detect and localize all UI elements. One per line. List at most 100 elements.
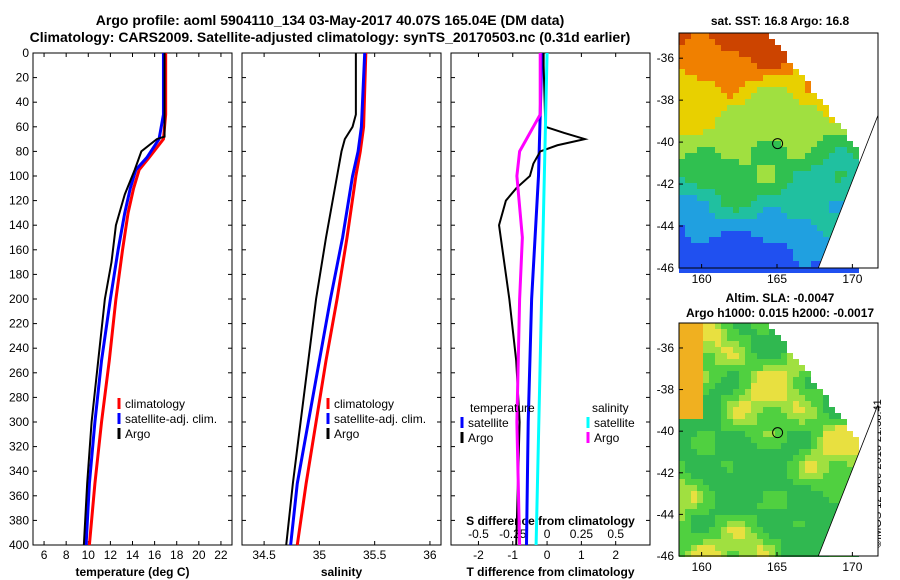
legend-label: climatology bbox=[334, 397, 394, 411]
x-axis-label: temperature (deg C) bbox=[75, 565, 189, 579]
y-tick-label: 300 bbox=[9, 415, 29, 429]
y-tick-label: 400 bbox=[9, 538, 29, 552]
sla-map-frame bbox=[678, 322, 879, 557]
y-tick-label: 200 bbox=[9, 292, 29, 306]
y-tick-label: 0 bbox=[22, 46, 29, 60]
legend-title-salinity: salinity bbox=[592, 401, 629, 415]
y-tick-label: 380 bbox=[9, 513, 29, 527]
sst-x-tick-label: 160 bbox=[692, 272, 712, 286]
sla-y-tick-label: -40 bbox=[657, 424, 675, 438]
sla-y-tick-label: -42 bbox=[657, 466, 675, 480]
series-argo bbox=[82, 53, 166, 546]
x-tick-label: 2 bbox=[612, 548, 619, 562]
series-t-satellite bbox=[524, 52, 544, 546]
y-tick-label: 260 bbox=[9, 366, 29, 380]
sst-y-tick-label: -46 bbox=[657, 261, 675, 275]
legend-label: Argo bbox=[594, 431, 620, 445]
x-tick-label: 35 bbox=[313, 548, 327, 562]
y-tick-label: 280 bbox=[9, 390, 29, 404]
series-s-argo bbox=[515, 53, 542, 546]
s-tick-label: 0.5 bbox=[607, 527, 624, 541]
s-tick-label: -0.25 bbox=[499, 527, 527, 541]
y-tick-label: 180 bbox=[9, 267, 29, 281]
x-tick-label: 8 bbox=[63, 548, 70, 562]
x-tick-label: 22 bbox=[214, 548, 228, 562]
legend-label: Argo bbox=[125, 427, 151, 441]
y-tick-label: 320 bbox=[9, 440, 29, 454]
series-argo bbox=[285, 53, 357, 546]
legend-label: satellite-adj. clim. bbox=[334, 412, 426, 426]
x-tick-label: -2 bbox=[473, 548, 484, 562]
y-tick-label: 360 bbox=[9, 489, 29, 503]
sst-map-frame bbox=[678, 32, 879, 269]
y-tick-label: 240 bbox=[9, 341, 29, 355]
sst-y-tick-label: -36 bbox=[657, 51, 675, 65]
y-tick-label: 140 bbox=[9, 218, 29, 232]
series-satellite-adj--clim- bbox=[289, 52, 367, 546]
legend-label: satellite bbox=[468, 416, 509, 430]
panel-frame-1 bbox=[241, 52, 442, 546]
y-tick-label: 60 bbox=[16, 120, 30, 134]
panel-frame-2 bbox=[450, 52, 651, 546]
s-tick-label: 0 bbox=[544, 527, 551, 541]
sla-y-tick-label: -46 bbox=[657, 549, 675, 563]
x-tick-label: 10 bbox=[82, 548, 96, 562]
legend-label: Argo bbox=[468, 431, 494, 445]
sla-y-tick-label: -36 bbox=[657, 341, 675, 355]
x-axis-label: salinity bbox=[321, 565, 363, 579]
x-tick-label: 16 bbox=[148, 548, 162, 562]
x-tick-label: 18 bbox=[170, 548, 184, 562]
x-tick-label: 6 bbox=[41, 548, 48, 562]
x-tick-label: 14 bbox=[126, 548, 140, 562]
sla-x-tick-label: 160 bbox=[692, 560, 712, 574]
x-tick-label: 20 bbox=[192, 548, 206, 562]
legend-label: climatology bbox=[125, 397, 185, 411]
sst-argo-marker bbox=[772, 138, 784, 150]
s-tick-label: 0.25 bbox=[570, 527, 594, 541]
sst-x-tick-label: 165 bbox=[767, 272, 787, 286]
x-tick-label: -1 bbox=[507, 548, 518, 562]
s-tick-label: -0.5 bbox=[468, 527, 489, 541]
sst-y-tick-label: -38 bbox=[657, 93, 675, 107]
y-tick-label: 100 bbox=[9, 169, 29, 183]
legend-label: Argo bbox=[334, 427, 360, 441]
sla-y-tick-label: -38 bbox=[657, 383, 675, 397]
legend-title-temperature: temperature bbox=[470, 401, 535, 415]
y-tick-label: 120 bbox=[9, 194, 29, 208]
panel-frame-0 bbox=[32, 52, 233, 546]
x-tick-label: 0 bbox=[544, 548, 551, 562]
series-climatology bbox=[295, 52, 368, 546]
sla-y-tick-label: -44 bbox=[657, 507, 675, 521]
figure-title-line1: Argo profile: aoml 5904110_134 03-May-20… bbox=[95, 12, 565, 28]
sla-x-tick-label: 165 bbox=[767, 560, 787, 574]
x-tick-label: 12 bbox=[104, 548, 118, 562]
x-tick-label: 36 bbox=[423, 548, 437, 562]
x-tick-label: 35.5 bbox=[363, 548, 387, 562]
sla-argo-marker bbox=[772, 427, 784, 439]
x-axis-label: T difference from climatology bbox=[466, 565, 634, 579]
s-axis-label: S difference from climatology bbox=[466, 514, 635, 528]
figure-title-line2: Climatology: CARS2009. Satellite-adjuste… bbox=[29, 29, 631, 45]
x-tick-label: 34.5 bbox=[252, 548, 276, 562]
sst-y-tick-label: -40 bbox=[657, 135, 675, 149]
legend-label: satellite-adj. clim. bbox=[125, 412, 217, 426]
sla-map-field bbox=[679, 323, 859, 557]
sst-x-tick-label: 170 bbox=[842, 272, 862, 286]
y-tick-label: 20 bbox=[16, 71, 30, 85]
series-t-argo bbox=[498, 53, 589, 546]
sst-y-tick-label: -42 bbox=[657, 177, 675, 191]
y-tick-label: 40 bbox=[16, 95, 30, 109]
sla-map-title2: Argo h1000: 0.015 h2000: -0.0017 bbox=[685, 306, 875, 320]
y-tick-label: 340 bbox=[9, 464, 29, 478]
y-tick-label: 80 bbox=[16, 144, 30, 158]
sla-map-title1: Altim. SLA: -0.0047 bbox=[725, 291, 835, 305]
sst-map-title: sat. SST: 16.8 Argo: 16.8 bbox=[710, 14, 850, 28]
sst-y-tick-label: -44 bbox=[657, 219, 675, 233]
y-tick-label: 220 bbox=[9, 317, 29, 331]
sla-x-tick-label: 170 bbox=[842, 560, 862, 574]
series-climatology bbox=[87, 53, 168, 546]
series-s-satellite bbox=[534, 52, 549, 546]
x-tick-label: 1 bbox=[578, 548, 585, 562]
